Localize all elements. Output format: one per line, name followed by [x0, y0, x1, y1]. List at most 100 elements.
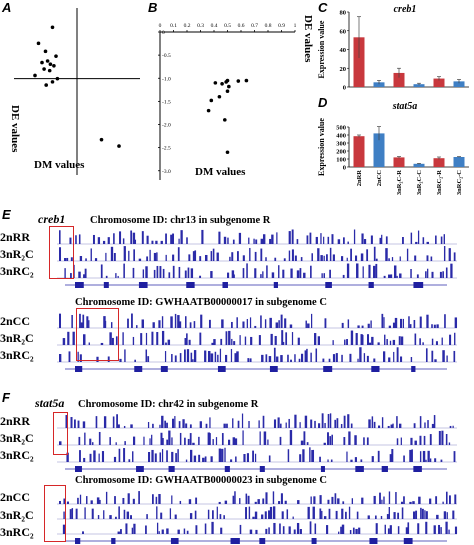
coverage-bar-f1-0-71 — [433, 415, 436, 428]
coverage-bar-e1-0-10 — [122, 238, 125, 244]
coverage-bar-f2-0-47 — [361, 497, 364, 504]
coverage-bar-f1-0-51 — [336, 418, 339, 428]
coverage-bar-e1-0-45 — [320, 233, 322, 244]
coverage-bar-e2-0-57 — [402, 318, 404, 328]
coverage-bar-f1-1-14 — [162, 438, 164, 445]
coverage-bar-f2-0-3 — [77, 497, 79, 504]
coverage-bar-e1-2-44 — [323, 273, 325, 278]
coverage-bar-e1-1-49 — [329, 247, 332, 261]
coverage-bar-e1-1-48 — [326, 254, 328, 261]
coverage-bar-e1-2-12 — [142, 269, 145, 278]
coverage-bar-e1-0-0 — [59, 230, 61, 244]
y-tick-label-b-5: -2.5 — [162, 146, 171, 152]
coverage-bar-f1-2-0 — [66, 452, 69, 462]
coverage-bar-f2-2-55 — [454, 526, 458, 534]
coverage-bar-f2-2-34 — [338, 531, 340, 534]
coverage-bar-e1-2-57 — [396, 275, 398, 278]
track-label-f1-3: 3nRC₂ — [0, 448, 34, 462]
coverage-bar-e2-1-10 — [132, 336, 135, 345]
coverage-bar-e2-0-6 — [88, 320, 90, 328]
coverage-bar-f2-2-51 — [438, 524, 441, 534]
coverage-bar-e2-1-15 — [161, 330, 165, 345]
panel-letter-f: F — [2, 390, 10, 405]
coverage-bar-f1-0-67 — [419, 416, 422, 428]
coverage-bar-e2-0-40 — [289, 324, 293, 328]
coverage-bar-e1-0-62 — [417, 230, 420, 244]
exon-f1-1 — [136, 466, 144, 472]
coverage-bar-e1-2-61 — [425, 271, 427, 278]
coverage-bar-f2-0-14 — [138, 491, 140, 504]
coverage-bar-e2-1-62 — [431, 338, 434, 345]
coverage-bar-e2-2-64 — [425, 348, 428, 362]
coverage-bar-e2-1-53 — [384, 334, 386, 345]
panel-letter-a: A — [2, 0, 12, 15]
coverage-bar-e1-0-4 — [92, 234, 95, 244]
category-label-d-5: 3nRC₂-C — [456, 170, 463, 195]
coverage-bar-e1-1-43 — [300, 257, 303, 261]
coverage-bar-f1-1-41 — [323, 442, 326, 445]
exon-f1-6 — [355, 466, 364, 472]
coverage-bar-f1-2-62 — [429, 458, 432, 462]
coverage-bar-e1-1-63 — [406, 248, 409, 261]
coverage-bar-f2-1-39 — [312, 506, 315, 519]
coverage-bar-f1-0-7 — [112, 416, 115, 428]
coverage-bar-e2-0-45 — [341, 322, 344, 328]
coverage-bar-e2-0-7 — [103, 316, 106, 328]
data-point-a-9 — [47, 68, 52, 73]
coverage-bar-e1-1-52 — [346, 257, 348, 261]
coverage-bar-f1-2-17 — [166, 450, 168, 462]
coverage-bar-e1-2-0 — [64, 268, 66, 278]
coverage-bar-f1-2-22 — [190, 449, 193, 462]
coverage-bar-e2-1-9 — [122, 332, 124, 345]
coverage-bar-e1-2-20 — [178, 266, 181, 278]
coverage-bar-e2-1-38 — [291, 332, 294, 345]
coverage-bar-f1-2-35 — [252, 450, 254, 462]
coverage-bar-f1-0-69 — [427, 420, 429, 428]
coverage-bar-f2-1-57 — [413, 511, 416, 519]
coverage-bar-f1-0-18 — [171, 418, 175, 428]
coverage-bar-e2-0-49 — [367, 323, 370, 328]
coverage-bar-e1-0-53 — [361, 233, 364, 244]
coverage-bar-f2-1-62 — [425, 511, 428, 519]
coverage-bar-e1-2-52 — [375, 263, 378, 278]
coverage-bar-e2-2-18 — [192, 359, 194, 362]
coverage-bar-f2-2-29 — [296, 522, 300, 534]
coverage-bar-f1-0-43 — [310, 419, 313, 428]
coverage-bar-e2-2-50 — [335, 353, 338, 362]
coverage-bar-f2-1-12 — [126, 511, 130, 519]
exon-f1-2 — [168, 466, 175, 472]
coverage-bar-e2-0-47 — [357, 325, 360, 328]
coverage-bar-f1-1-39 — [303, 431, 306, 445]
coverage-bar-e1-2-40 — [299, 268, 302, 278]
coverage-bar-f2-0-12 — [127, 493, 130, 504]
coverage-bar-f2-2-46 — [405, 527, 408, 534]
panel-letter-b: B — [148, 0, 158, 15]
coverage-bar-f2-1-51 — [380, 515, 383, 519]
coverage-bar-f2-1-30 — [261, 514, 264, 519]
coverage-bar-e1-2-41 — [303, 272, 306, 278]
coverage-bar-f2-2-38 — [352, 527, 355, 534]
coverage-bar-e1-1-56 — [366, 249, 369, 261]
y-tick-label-d-4: 400 — [336, 133, 346, 140]
chromosome-label-f1: Chromosome ID: chr42 in subgenome R — [78, 399, 259, 410]
coverage-bar-e1-0-55 — [370, 235, 373, 244]
coverage-bar-f1-0-14 — [159, 424, 161, 428]
coverage-bar-f2-0-55 — [403, 496, 405, 504]
coverage-bar-f2-0-18 — [171, 495, 173, 504]
coverage-bar-f2-2-54 — [448, 529, 450, 534]
coverage-bar-f2-2-2 — [117, 531, 120, 534]
coverage-bar-f2-1-44 — [335, 510, 338, 519]
coverage-bar-e1-2-7 — [105, 275, 108, 278]
coverage-bar-f1-1-15 — [166, 439, 169, 445]
coverage-bar-e2-1-11 — [140, 333, 143, 345]
exon-f2-5 — [311, 538, 317, 544]
coverage-bar-f1-2-31 — [230, 459, 233, 462]
coverage-bar-e2-2-15 — [184, 349, 186, 362]
coverage-bar-f2-0-60 — [435, 496, 438, 504]
coverage-bar-e1-2-56 — [393, 265, 397, 278]
coverage-bar-e2-1-17 — [167, 339, 171, 345]
coverage-bar-e2-2-21 — [207, 350, 211, 362]
coverage-bar-e1-1-69 — [453, 252, 456, 261]
coverage-bar-e2-2-13 — [174, 355, 177, 362]
coverage-bar-f1-0-45 — [318, 423, 321, 428]
